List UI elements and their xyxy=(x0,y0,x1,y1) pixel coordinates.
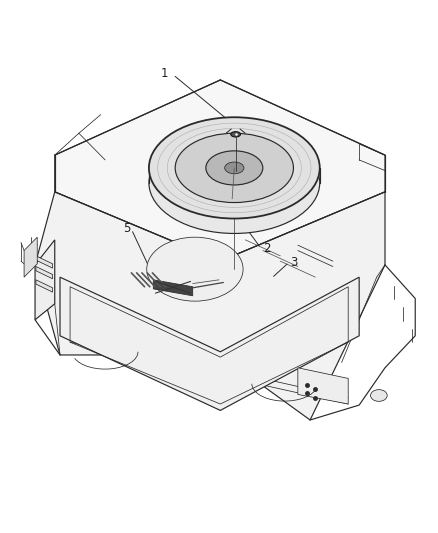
Polygon shape xyxy=(36,266,53,279)
Polygon shape xyxy=(24,237,37,277)
Ellipse shape xyxy=(225,162,244,174)
Polygon shape xyxy=(60,277,359,410)
Polygon shape xyxy=(153,280,193,296)
Polygon shape xyxy=(36,256,53,268)
Ellipse shape xyxy=(147,237,243,301)
Polygon shape xyxy=(36,280,53,292)
Ellipse shape xyxy=(371,390,387,401)
Polygon shape xyxy=(55,80,385,261)
Ellipse shape xyxy=(149,132,320,233)
Ellipse shape xyxy=(206,151,263,185)
Text: 5: 5 xyxy=(123,222,130,235)
Text: 2: 2 xyxy=(263,242,270,255)
Polygon shape xyxy=(35,192,385,420)
Ellipse shape xyxy=(149,117,320,219)
Polygon shape xyxy=(298,368,348,404)
Text: 1: 1 xyxy=(161,67,169,80)
Text: 3: 3 xyxy=(290,256,297,269)
Ellipse shape xyxy=(231,132,240,137)
Ellipse shape xyxy=(175,133,293,203)
Polygon shape xyxy=(35,240,55,320)
